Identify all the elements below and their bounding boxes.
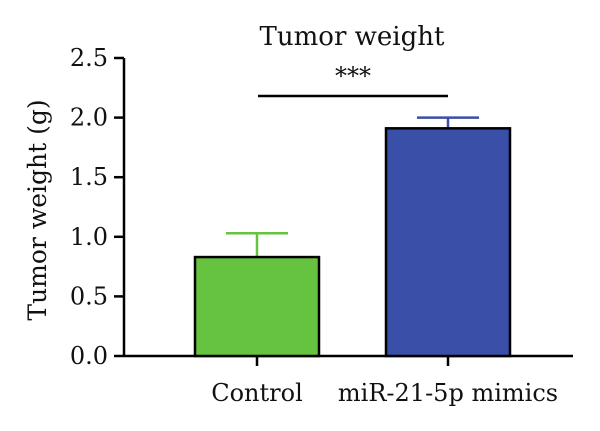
chart-title: Tumor weight bbox=[260, 22, 445, 52]
y-tick-label: 0.0 bbox=[70, 342, 108, 370]
y-tick-label: 1.0 bbox=[70, 223, 108, 251]
y-tick-label: 2.5 bbox=[70, 44, 108, 72]
x-tick-label: miR-21-5p mimics bbox=[338, 379, 558, 407]
y-tick-label: 0.5 bbox=[70, 282, 108, 310]
bar-2 bbox=[384, 127, 512, 358]
significance-label: *** bbox=[335, 62, 371, 90]
y-tick-label: 1.5 bbox=[70, 163, 108, 191]
y-tick-label: 2.0 bbox=[70, 104, 108, 132]
y-axis-label: Tumor weight (g) bbox=[23, 99, 52, 320]
bar-1 bbox=[193, 255, 321, 358]
x-tick-label: Control bbox=[211, 379, 303, 407]
